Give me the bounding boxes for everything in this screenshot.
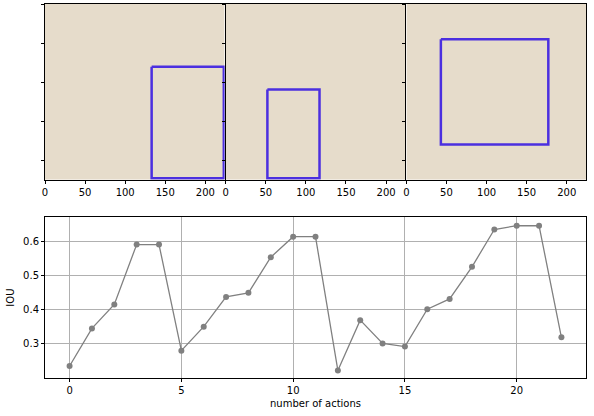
svg-text:10: 10 <box>287 385 300 396</box>
svg-text:0.3: 0.3 <box>23 338 39 349</box>
svg-text:100: 100 <box>116 187 135 198</box>
svg-text:100: 100 <box>296 187 315 198</box>
svg-text:100: 100 <box>477 187 496 198</box>
svg-text:0: 0 <box>403 187 409 198</box>
svg-text:number of actions: number of actions <box>270 398 361 409</box>
svg-text:20: 20 <box>510 385 523 396</box>
svg-text:200: 200 <box>196 187 215 198</box>
svg-text:0.4: 0.4 <box>23 304 39 315</box>
svg-text:150: 150 <box>517 187 536 198</box>
svg-text:0: 0 <box>42 187 48 198</box>
svg-text:IOU: IOU <box>5 289 16 307</box>
svg-text:0: 0 <box>66 385 72 396</box>
svg-text:5: 5 <box>178 385 184 396</box>
svg-text:50: 50 <box>440 187 453 198</box>
svg-text:15: 15 <box>399 385 412 396</box>
svg-text:150: 150 <box>336 187 355 198</box>
svg-text:0: 0 <box>223 187 229 198</box>
svg-text:50: 50 <box>79 187 92 198</box>
svg-text:200: 200 <box>557 187 576 198</box>
svg-text:200: 200 <box>377 187 396 198</box>
svg-text:50: 50 <box>259 187 272 198</box>
svg-text:0.6: 0.6 <box>23 236 39 247</box>
svg-text:150: 150 <box>156 187 175 198</box>
svg-text:0.5: 0.5 <box>23 270 39 281</box>
